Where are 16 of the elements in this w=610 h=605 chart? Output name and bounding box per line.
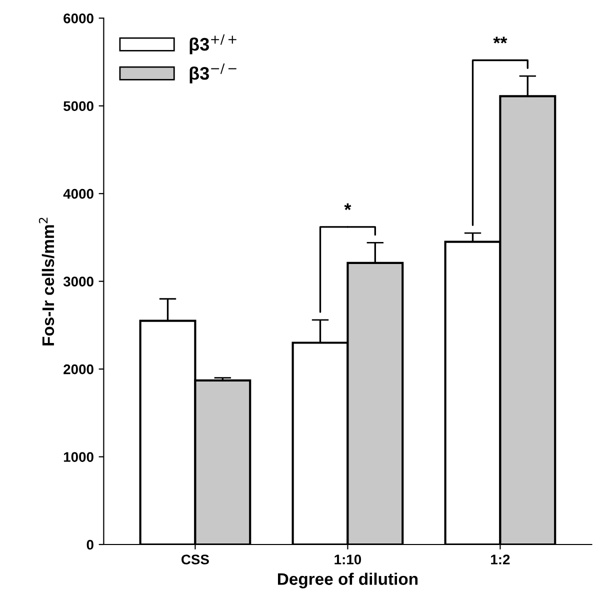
legend-label: β3$^{−/−}$: [190, 63, 236, 84]
y-axis-title: Fos-Ir cells/mm$^{2}$: [38, 218, 54, 346]
y-tick-label: 0: [86, 540, 94, 550]
annotation: **: [493, 36, 508, 44]
y-tick-label: 6000: [64, 13, 94, 24]
y-tick-label: 5000: [64, 101, 94, 112]
x-tick-label: 1:2: [491, 554, 510, 564]
y-tick-label: 3000: [63, 276, 94, 287]
x-tick-label: 1:10: [334, 554, 362, 564]
annotation: *: [344, 203, 352, 210]
y-tick-label: 2000: [64, 364, 94, 374]
x-axis-title: Degree of dilution: [278, 572, 418, 588]
x-tick-label: CSS: [181, 554, 209, 564]
legend-label: β3$^{+/+}$: [190, 34, 236, 54]
y-tick-label: 1000: [64, 452, 94, 462]
y-tick-label: 4000: [63, 188, 94, 199]
